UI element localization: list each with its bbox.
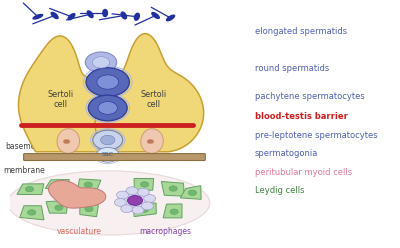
Circle shape [96,147,119,162]
Polygon shape [45,180,69,192]
Circle shape [140,182,149,187]
Circle shape [88,95,127,121]
Text: peritubular myoid cells: peritubular myoid cells [255,168,352,177]
Circle shape [85,52,117,73]
Ellipse shape [67,13,76,21]
Circle shape [28,210,36,215]
Ellipse shape [50,12,59,19]
Circle shape [114,198,126,206]
Ellipse shape [8,171,210,235]
Circle shape [93,130,123,150]
Ellipse shape [166,14,175,21]
Circle shape [126,187,138,195]
Polygon shape [163,204,182,218]
Text: round spermatids: round spermatids [255,64,329,73]
Circle shape [86,68,130,96]
Text: pachytene spermatocytes: pachytene spermatocytes [255,92,364,101]
Circle shape [140,207,149,212]
Text: Leydig cells: Leydig cells [255,186,304,195]
Circle shape [100,135,115,145]
Text: spermatogonia: spermatogonia [255,149,318,158]
Circle shape [63,139,70,144]
Polygon shape [134,179,154,190]
Polygon shape [80,203,98,217]
Polygon shape [20,206,44,220]
Polygon shape [180,186,201,199]
FancyBboxPatch shape [24,154,205,160]
Ellipse shape [151,12,160,19]
Circle shape [188,190,196,195]
Circle shape [54,181,62,186]
Circle shape [169,186,177,191]
Polygon shape [141,129,163,153]
Polygon shape [18,36,127,152]
Circle shape [121,205,133,213]
Circle shape [118,189,152,212]
Text: blood-testis barrier: blood-testis barrier [255,112,348,121]
Text: Sertoli
cell: Sertoli cell [47,90,73,109]
Circle shape [137,188,149,196]
Circle shape [26,186,34,192]
Polygon shape [161,182,184,196]
Text: basement: basement [5,142,43,151]
Polygon shape [46,200,68,213]
Ellipse shape [134,13,140,21]
Text: Sertoli
cell: Sertoli cell [141,90,167,109]
Ellipse shape [86,10,94,18]
Text: elongated spermatids: elongated spermatids [255,27,347,36]
Polygon shape [77,179,101,192]
Circle shape [142,202,154,210]
Circle shape [116,191,128,199]
Circle shape [84,182,92,187]
Circle shape [147,139,154,144]
Circle shape [85,206,93,212]
Circle shape [128,195,142,205]
Ellipse shape [32,14,43,20]
Ellipse shape [120,11,127,20]
Text: SSC: SSC [102,152,114,157]
Circle shape [144,194,156,202]
Circle shape [92,57,110,68]
Text: pre-leptotene spermatocytes: pre-leptotene spermatocytes [255,131,377,140]
Circle shape [170,209,178,215]
Circle shape [97,75,118,89]
Polygon shape [57,129,80,153]
Polygon shape [133,202,156,217]
Circle shape [98,102,118,114]
Text: membrane: membrane [3,166,45,175]
Text: macrophages: macrophages [139,227,191,236]
Circle shape [55,205,63,210]
Ellipse shape [102,9,108,17]
Circle shape [132,206,144,214]
Text: vasculature: vasculature [56,227,102,236]
Polygon shape [95,34,204,152]
Polygon shape [48,181,106,208]
Polygon shape [17,184,44,195]
